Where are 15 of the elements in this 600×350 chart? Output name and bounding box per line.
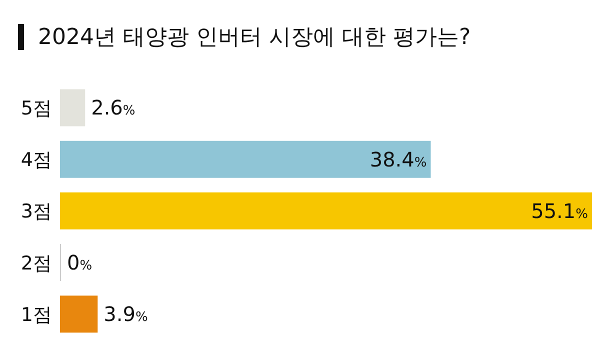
data-label: 3.9% (104, 302, 148, 326)
data-label: 38.4% (370, 147, 427, 172)
data-label: 2.6% (91, 96, 136, 120)
bar (60, 192, 592, 230)
y-tick-label: 4점 (20, 149, 52, 172)
y-tick-label: 5점 (20, 98, 52, 120)
data-label: 0% (67, 250, 92, 275)
data-label: 55.1% (531, 198, 588, 223)
bar (60, 140, 431, 178)
y-tick-label: 2점 (20, 252, 52, 274)
y-tick-label: 3점 (20, 200, 52, 223)
y-tick-label: 1점 (20, 304, 52, 326)
bar (60, 89, 86, 126)
bar (60, 296, 98, 333)
chart-title: 2024년 태양광 인버터 시장에 대한 평가는? (38, 24, 471, 52)
